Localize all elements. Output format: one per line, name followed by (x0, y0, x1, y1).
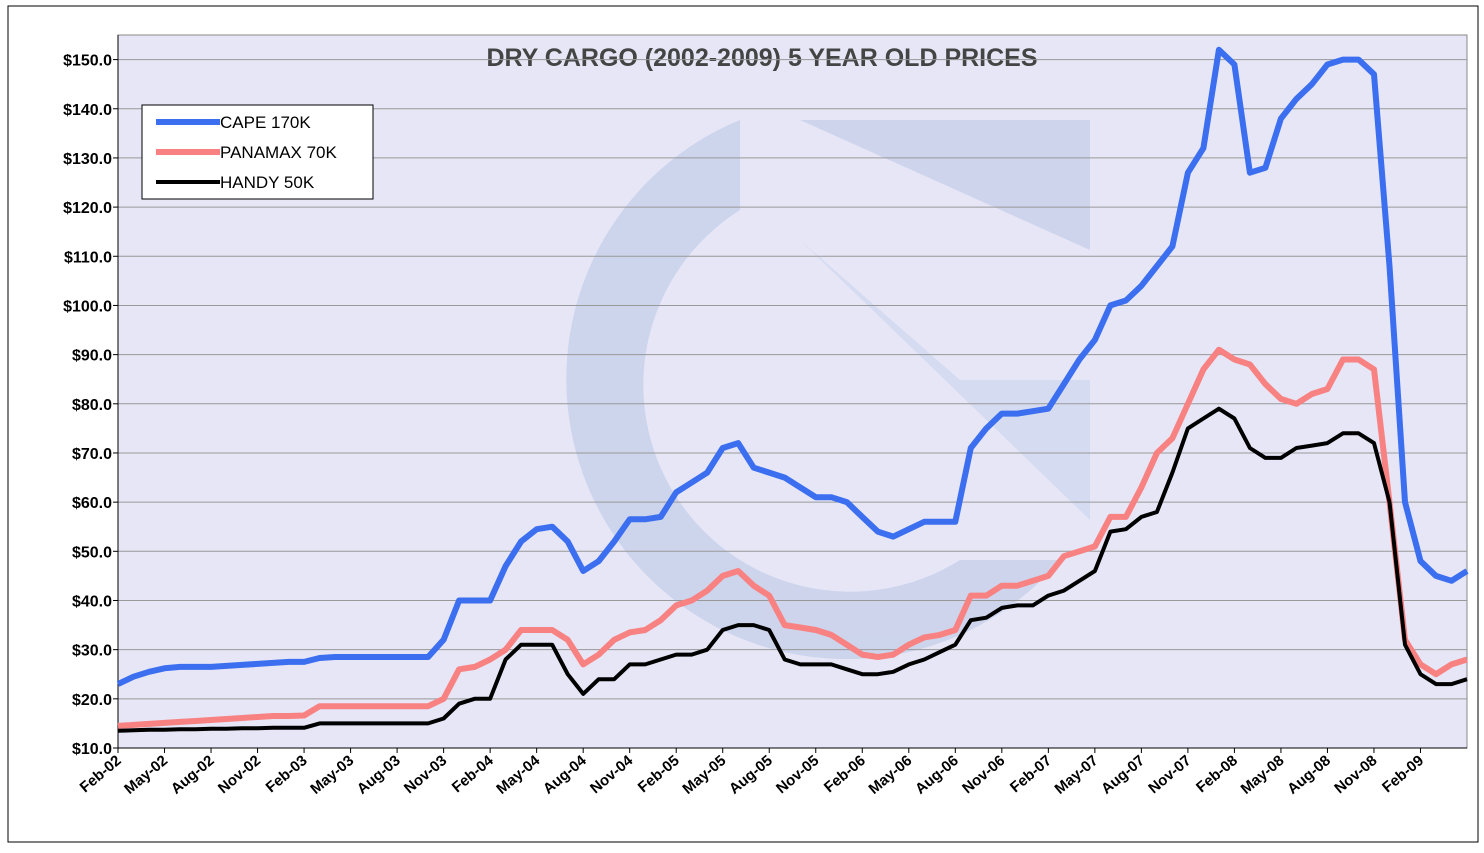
y-tick-label: $100.0 (63, 298, 112, 315)
y-tick-label: $50.0 (72, 544, 112, 561)
legend-label: HANDY 50K (220, 173, 315, 192)
y-tick-label: $90.0 (72, 348, 112, 365)
y-tick-label: $110.0 (64, 249, 112, 266)
y-tick-label: $30.0 (72, 643, 112, 660)
y-tick-label: $70.0 (72, 446, 112, 463)
y-tick-label: $10.0 (72, 741, 112, 758)
y-tick-label: $20.0 (72, 692, 112, 709)
y-tick-label: $80.0 (72, 397, 112, 414)
watermark (566, 120, 1090, 660)
chart-title: DRY CARGO (2002-2009) 5 YEAR OLD PRICES (486, 44, 1037, 72)
line-series (116, 46, 1469, 687)
line-series (117, 406, 1468, 733)
y-tick-label: $140.0 (63, 102, 112, 119)
y-tick-label: $150.0 (63, 53, 112, 70)
y-tick-label: $130.0 (63, 151, 112, 168)
y-tick-label: $120.0 (63, 200, 112, 217)
line-series (117, 346, 1468, 729)
y-tick-label: $60.0 (72, 495, 112, 512)
y-tick-label: $40.0 (72, 593, 112, 610)
legend-label: CAPE 170K (220, 113, 311, 132)
legend-label: PANAMAX 70K (220, 143, 338, 162)
